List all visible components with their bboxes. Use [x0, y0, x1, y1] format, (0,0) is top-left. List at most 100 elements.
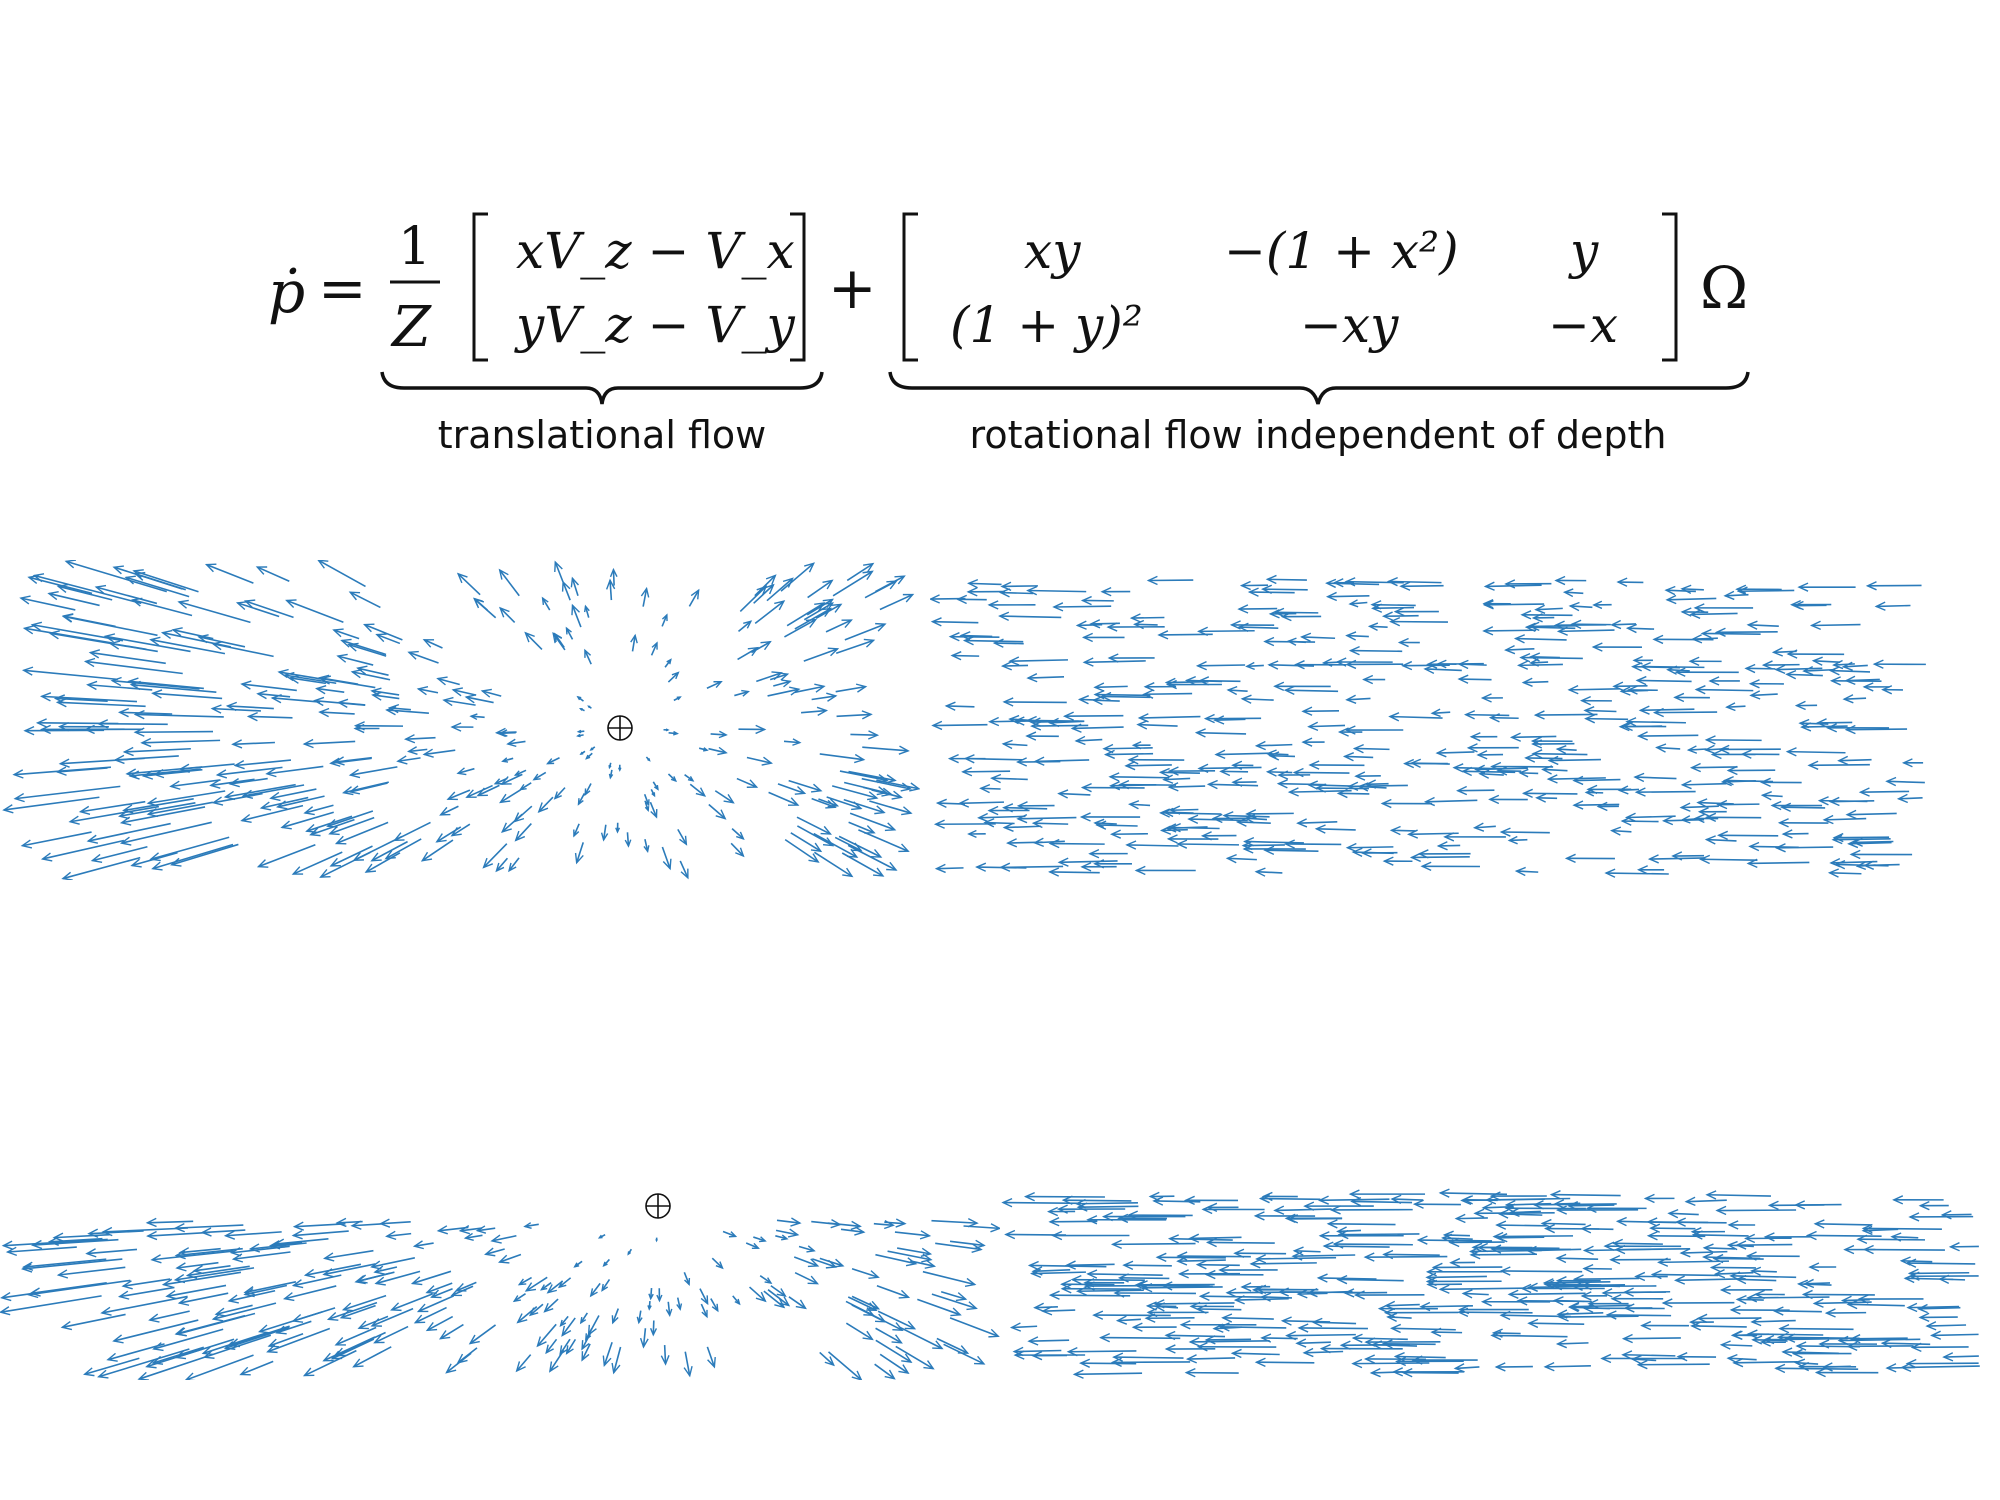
- flow-arrow: [784, 618, 818, 638]
- flow-arrow: [1268, 751, 1296, 761]
- flow-arrow: [1693, 603, 1754, 613]
- flow-arrow: [256, 689, 291, 700]
- flow-arrow: [1456, 785, 1495, 796]
- flow-arrow: [1254, 740, 1293, 751]
- flow-arrow: [1316, 1273, 1377, 1283]
- flow-arrow: [1532, 1200, 1617, 1210]
- flow-arrow: [1348, 1189, 1426, 1199]
- flow-arrow: [587, 1315, 600, 1337]
- flow-arrow: [1696, 1313, 1762, 1324]
- flow-arrow: [1197, 763, 1262, 774]
- flow-arrow: [1273, 607, 1319, 618]
- flow-arrow: [1406, 829, 1459, 839]
- flow-arrow: [86, 822, 171, 844]
- flow-arrow: [1254, 1357, 1315, 1367]
- flow-arrow: [578, 708, 585, 712]
- flow-arrow: [1457, 674, 1492, 684]
- flow-arrow: [1521, 788, 1578, 799]
- flow-arrow: [1425, 1267, 1503, 1277]
- flow-arrow: [326, 1301, 378, 1321]
- flow-arrow: [573, 1260, 583, 1268]
- flow-arrow: [1195, 1260, 1240, 1270]
- flow-arrow: [546, 757, 560, 765]
- flow-arrow: [875, 1327, 903, 1344]
- flow-arrow: [1727, 1220, 1756, 1230]
- flow-arrow: [1540, 1218, 1586, 1229]
- flow-arrow: [292, 1221, 346, 1231]
- flow-arrow: [1393, 606, 1439, 617]
- flow-arrow: [1060, 1284, 1142, 1294]
- flow-arrow: [1240, 1282, 1271, 1292]
- flow-arrow: [498, 606, 516, 624]
- flow-arrow: [1872, 659, 1926, 669]
- flow-arrow: [1110, 1239, 1196, 1249]
- flow-arrow: [335, 1217, 363, 1228]
- flow-arrow: [1842, 694, 1867, 704]
- flow-arrow: [47, 590, 100, 607]
- flow-arrow: [1286, 637, 1306, 646]
- flow-arrow: [1719, 1340, 1753, 1350]
- flow-arrow: [177, 599, 251, 624]
- flow-arrow: [825, 619, 853, 633]
- flow-arrow: [1137, 713, 1201, 723]
- flow-arrow: [275, 795, 325, 810]
- flow-arrow: [1469, 732, 1498, 742]
- flow-arrow: [1837, 1335, 1921, 1346]
- flow-arrow: [1700, 628, 1761, 639]
- flow-arrow: [532, 771, 547, 781]
- flow-arrow: [1026, 673, 1065, 683]
- flow-arrow: [439, 805, 459, 816]
- flow-arrow: [305, 815, 353, 833]
- flow-arrow: [390, 1293, 433, 1312]
- flow-arrow: [1679, 802, 1719, 812]
- flow-arrow: [1185, 1354, 1236, 1364]
- flow-arrow: [1780, 802, 1826, 813]
- flow-arrow: [706, 680, 723, 689]
- flow-arrow: [1074, 735, 1103, 746]
- flow-arrow: [1211, 813, 1257, 824]
- flow-arrow: [1383, 1308, 1459, 1318]
- flow-arrow: [1222, 811, 1270, 821]
- flow-arrow: [1680, 607, 1709, 617]
- flow-arrow: [1025, 731, 1059, 741]
- flow-arrow: [456, 572, 481, 596]
- flow-arrow: [1708, 676, 1740, 686]
- flow-arrow: [1417, 849, 1471, 859]
- omega-symbol: Ω: [1700, 254, 1748, 322]
- flow-arrow: [605, 578, 616, 601]
- flow-arrow: [192, 1264, 231, 1275]
- flow-arrow: [39, 692, 138, 703]
- flow-arrow: [1213, 715, 1246, 725]
- flow-arrow: [1794, 700, 1818, 711]
- flow-arrow: [94, 584, 158, 605]
- flow-arrow: [60, 1313, 126, 1331]
- flow-arrow: [1646, 1217, 1727, 1227]
- flow-arrow: [1746, 1329, 1824, 1339]
- flow-arrow: [1499, 1266, 1583, 1276]
- flow-arrow: [554, 560, 564, 583]
- flow-arrow: [151, 1346, 205, 1365]
- flow-arrow: [1781, 1347, 1839, 1357]
- flow-arrow: [1621, 721, 1667, 732]
- flow-arrow: [806, 598, 834, 616]
- flow-arrow: [1159, 825, 1188, 835]
- flow-arrow: [736, 777, 759, 788]
- flow-arrow: [1419, 1301, 1473, 1312]
- flow-arrow: [832, 570, 874, 597]
- flow-arrow: [1798, 718, 1829, 729]
- flow-arrow: [506, 738, 526, 748]
- flow-arrow: [1713, 1269, 1754, 1279]
- flow-arrow: [291, 1307, 336, 1323]
- flow-arrow: [1896, 793, 1923, 804]
- flow-arrow: [1344, 725, 1404, 735]
- flow-arrow: [90, 845, 148, 864]
- translational-row-1: xV_z − V_x: [516, 222, 795, 280]
- flow-arrow: [645, 756, 651, 762]
- flow-arrow: [1198, 676, 1241, 686]
- flow-arrow: [650, 789, 656, 798]
- flow-arrow: [171, 627, 214, 640]
- flow-arrow: [1849, 1334, 1908, 1344]
- flow-arrow: [1107, 653, 1155, 663]
- left-bracket: [472, 212, 488, 362]
- flow-arrow: [1325, 591, 1370, 602]
